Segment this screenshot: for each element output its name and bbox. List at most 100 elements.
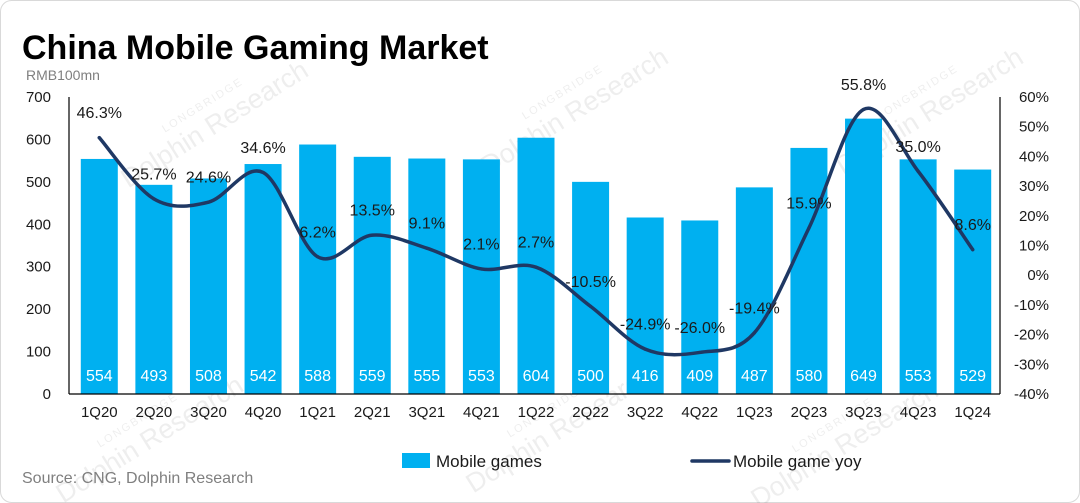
right-axis-tick-label: -40% (1014, 386, 1049, 403)
right-axis-tick-label: 10% (1019, 238, 1049, 255)
yoy-point (752, 331, 756, 335)
yoy-point (861, 107, 866, 112)
bar-value-label: 487 (741, 368, 768, 385)
x-axis-tick-label: 3Q22 (627, 404, 664, 421)
x-axis-tick-label: 4Q21 (463, 404, 500, 421)
x-axis-tick-label: 2Q21 (354, 404, 391, 421)
bar-value-label: 649 (850, 368, 877, 385)
bar-mobile-games (462, 159, 500, 394)
bar-mobile-games (681, 220, 719, 394)
yoy-value-label: -26.0% (674, 320, 725, 337)
yoy-line (97, 106, 975, 357)
x-axis-tick-label: 3Q21 (408, 404, 445, 421)
legend-swatch-mobile-games (402, 453, 430, 468)
bar-mobile-games (735, 187, 773, 394)
yoy-point (370, 233, 374, 237)
yoy-point (643, 347, 647, 351)
line-series-mobile-game-yoy (97, 106, 975, 357)
yoy-value-label: 25.7% (131, 166, 176, 183)
yoy-point (698, 350, 702, 355)
yoy-point (916, 169, 920, 173)
yoy-value-label: 9.1% (409, 216, 445, 233)
left-axis-tick-label: 400 (26, 216, 51, 233)
yoy-value-label: 6.2% (299, 224, 335, 241)
bar-value-label: 493 (141, 368, 168, 385)
x-axis-tick-label: 3Q20 (190, 404, 227, 421)
yoy-value-label: 8.6% (954, 217, 990, 234)
bar-value-label: 416 (632, 368, 659, 385)
x-axis-tick-label: 3Q23 (845, 404, 882, 421)
yoy-value-label: 34.6% (240, 140, 285, 157)
bar-mobile-games (80, 158, 118, 394)
right-axis-tick-label: -20% (1014, 327, 1049, 344)
x-axis-tick-label: 2Q20 (136, 404, 173, 421)
bar-mobile-games (244, 164, 282, 394)
bar-value-label: 553 (905, 368, 932, 385)
x-axis-tick-label: 1Q22 (518, 404, 555, 421)
bar-mobile-games (626, 217, 664, 394)
yoy-value-label: 15.9% (786, 195, 831, 212)
x-axis-tick-label: 4Q20 (245, 404, 282, 421)
yoy-value-label: 2.1% (463, 236, 499, 253)
bar-mobile-games (408, 158, 446, 394)
right-axis-tick-label: 0% (1027, 267, 1049, 284)
left-axis-unit: RMB100mn (26, 67, 100, 83)
data-labels: 554 493 508 542 588 559 555 553 604 500 416 409 487 5… (77, 77, 991, 385)
axes: 700 600 500 400 300 200 100 0 60% 50% 40% 30% 20% 10%… (26, 89, 1049, 421)
chart-title: China Mobile Gaming Market (22, 29, 489, 67)
yoy-value-label: -19.4% (729, 300, 780, 317)
x-axis-tick-label: 4Q23 (900, 404, 937, 421)
left-axis-tick-label: 100 (26, 344, 51, 361)
bar-mobile-games (790, 147, 828, 394)
yoy-point (588, 304, 593, 308)
right-axis-tick-label: -30% (1014, 356, 1049, 373)
bar-value-label: 553 (468, 368, 495, 385)
bar-mobile-games (189, 178, 227, 394)
left-axis-tick-label: 200 (26, 301, 51, 318)
bar-value-label: 542 (250, 368, 277, 385)
bar-value-label: 554 (86, 368, 113, 385)
x-axis-tick-label: 1Q21 (299, 404, 336, 421)
legend-label-mobile-games: Mobile games (436, 452, 542, 471)
right-axis-tick-label: 50% (1019, 119, 1049, 136)
yoy-point (97, 136, 101, 140)
bar-mobile-games (572, 181, 610, 394)
right-axis-tick-label: 40% (1019, 148, 1049, 165)
bar-mobile-games (299, 144, 337, 394)
bar-mobile-games (353, 156, 391, 394)
x-axis-tick-label: 1Q24 (954, 404, 991, 421)
left-axis-tick-label: 300 (26, 259, 51, 276)
x-axis-tick-label: 2Q23 (791, 404, 828, 421)
yoy-point (152, 197, 156, 201)
right-axis-tick-label: 30% (1019, 178, 1049, 195)
x-axis-tick-label: 1Q23 (736, 404, 773, 421)
yoy-point (534, 265, 538, 269)
left-axis-tick-label: 700 (26, 89, 51, 106)
right-axis-tick-label: 20% (1019, 208, 1049, 225)
x-axis-tick-label: 4Q22 (681, 404, 718, 421)
yoy-value-label: 24.6% (186, 170, 231, 187)
right-axis-tick-label: 60% (1019, 89, 1049, 106)
left-axis-tick-label: 600 (26, 131, 51, 148)
yoy-point (316, 255, 320, 259)
yoy-point (807, 226, 811, 230)
bar-value-label: 508 (195, 368, 222, 385)
yoy-value-label: 2.7% (518, 235, 554, 252)
yoy-value-label: -24.9% (620, 317, 671, 334)
yoy-value-label: 46.3% (77, 105, 122, 122)
yoy-value-label: 55.8% (841, 77, 886, 94)
left-axis-tick-label: 0 (43, 386, 51, 403)
yoy-point (261, 170, 265, 175)
yoy-value-label: 35.0% (895, 139, 940, 156)
bar-series-mobile-games (80, 118, 992, 394)
legend-label-mobile-game-yoy: Mobile game yoy (733, 452, 862, 471)
bar-mobile-games (954, 169, 992, 394)
bar-value-label: 500 (577, 368, 604, 385)
yoy-point (425, 246, 429, 250)
yoy-point (206, 200, 211, 204)
source-note: Source: CNG, Dolphin Research (22, 470, 253, 487)
yoy-point (479, 267, 484, 271)
bar-value-label: 555 (413, 368, 440, 385)
